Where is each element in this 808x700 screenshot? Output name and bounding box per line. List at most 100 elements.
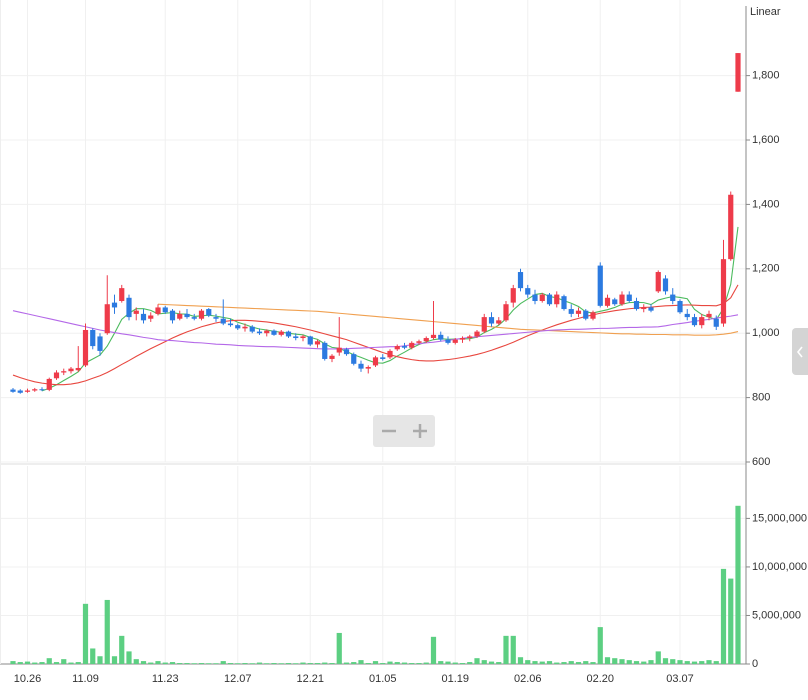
volume-bar [358,660,364,664]
volume-bar [409,663,415,664]
volume-bar [264,663,270,664]
candle-body [662,278,669,292]
volume-bar [17,662,23,664]
volume-bar [510,635,516,664]
candle-body [583,310,589,319]
volume-bar [445,661,451,664]
volume-bar [583,661,589,664]
volume-bar [612,658,618,664]
volume-bar [351,662,357,664]
candle-body [148,315,154,319]
volume-bar [648,660,654,664]
volume-bar [561,662,567,664]
zoom-in-button[interactable] [404,415,435,447]
candle-body [604,297,611,306]
volume-bar [39,662,45,664]
x-tick-label: 02.06 [514,673,542,685]
candle-body [445,339,451,343]
candle-body [532,294,538,302]
volume-bar [430,636,437,664]
candle-body [568,309,574,314]
candle-body [561,296,567,310]
volume-bar [590,662,596,664]
volume-bar [372,661,379,664]
volume-bar [496,662,502,664]
volume-bar [735,505,741,664]
candle-body [24,390,31,392]
volume-bar [691,661,698,664]
volume-bar [706,660,712,664]
volume-bar [97,656,103,664]
candle-body [438,334,444,340]
x-tick-label: 01.05 [369,673,397,685]
volume-bar [104,599,110,664]
candle-body [474,331,480,337]
candle-body [590,312,596,319]
minus-icon [381,429,396,433]
volume-bar [438,661,444,664]
candle-body [235,325,241,329]
chevron-icon [796,346,803,357]
candle-body [293,336,299,339]
candle-body [496,320,502,324]
candle-body [184,313,190,318]
volume-bar [155,661,161,664]
candle-body [409,342,415,348]
x-tick-label: 12.07 [224,673,252,685]
volume-bar [213,663,219,664]
candle-body [488,317,495,324]
candle-body [111,302,118,308]
volume-bar [32,662,38,664]
candle-body [539,294,545,302]
volume-bar [575,662,582,664]
volume-bar [336,632,342,664]
volume-bar [394,662,400,664]
zoom-out-button[interactable] [373,415,404,447]
volume-bar [365,663,371,664]
candle-body [126,297,132,318]
y-tick-label: 1,800 [752,70,780,82]
volume-bar [24,661,31,664]
candle-body [401,346,408,348]
candle-body [452,339,458,343]
volume-bar [532,661,538,664]
side-panel-toggle[interactable] [792,328,808,375]
volume-bar [699,661,705,664]
candle-body [336,347,342,353]
volume-bar [546,661,553,664]
candle-body [82,329,89,366]
volume-bar [662,658,669,664]
volume-bar [278,663,284,664]
candle-body [53,372,60,379]
volume-bar [177,663,183,664]
volume-tick-label: 15,000,000 [752,512,807,524]
candle-body [677,301,683,313]
volume-bar [285,663,292,664]
candle-body [394,346,400,350]
candle-body [597,265,603,306]
volume-bar [423,662,429,664]
volume-bar [452,662,458,664]
y-tick-label: 800 [752,392,770,404]
candle-body [307,336,313,345]
candle-body [46,378,52,390]
candle-body [206,309,212,316]
moving-average-line [12,310,739,350]
volume-bar [626,660,632,664]
candle-body [691,317,698,326]
volume-tick-label: 10,000,000 [752,561,807,573]
x-tick-label: 11.23 [152,673,179,685]
volume-bar [169,662,176,664]
candle-body [61,371,67,373]
candle-body [510,288,516,303]
volume-bar [10,661,16,664]
volume-bar [525,660,531,664]
volume-bar [684,661,690,664]
candle-body [119,288,125,302]
volume-tick-label: 0 [752,658,758,670]
candle-body [387,350,393,358]
candle-body [351,354,357,364]
volume-bar [720,568,727,664]
